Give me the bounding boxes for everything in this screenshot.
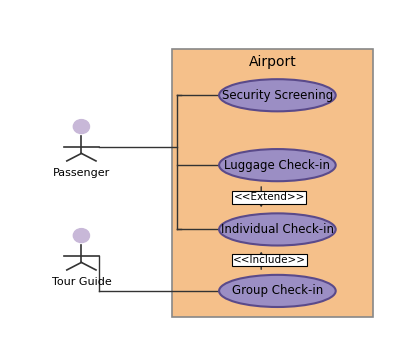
Text: Tour Guide: Tour Guide bbox=[51, 277, 111, 287]
Ellipse shape bbox=[219, 275, 336, 307]
Text: <<Extend>>: <<Extend>> bbox=[234, 192, 305, 202]
Text: Luggage Check-in: Luggage Check-in bbox=[224, 159, 330, 172]
Text: Airport: Airport bbox=[249, 55, 296, 69]
Ellipse shape bbox=[219, 149, 336, 181]
Text: Individual Check-in: Individual Check-in bbox=[221, 223, 334, 236]
Ellipse shape bbox=[219, 79, 336, 111]
Circle shape bbox=[73, 119, 89, 134]
Text: Passenger: Passenger bbox=[53, 168, 110, 178]
Text: Security Screening: Security Screening bbox=[222, 89, 333, 102]
Ellipse shape bbox=[219, 213, 336, 245]
Text: <<Include>>: <<Include>> bbox=[233, 255, 306, 265]
Text: Group Check-in: Group Check-in bbox=[232, 285, 323, 297]
FancyBboxPatch shape bbox=[172, 49, 373, 318]
Circle shape bbox=[73, 229, 89, 242]
